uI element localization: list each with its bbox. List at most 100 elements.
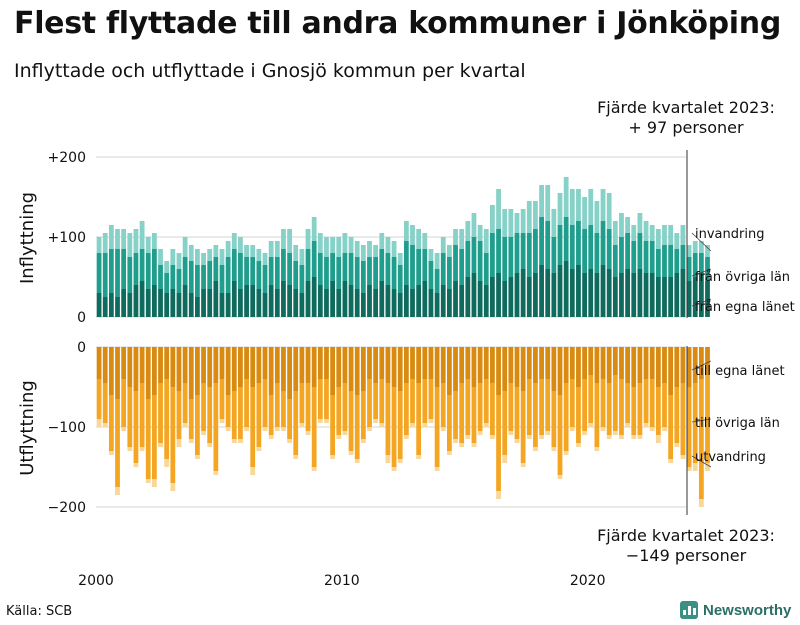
inflow-bar-från-övriga-län	[533, 229, 538, 273]
outflow-bar-utvandring	[459, 443, 465, 447]
inflow-bar-från-övriga-län	[490, 233, 495, 277]
outflow-bar-till-egna-länet	[643, 347, 649, 379]
outflow-bar-till-övriga-län	[446, 395, 452, 451]
outflow-bar-utvandring	[293, 455, 299, 459]
inflow-bar-invandring	[164, 261, 170, 273]
outflow-bar-till-övriga-län	[219, 379, 225, 419]
inflow-bar-från-egna-länet	[127, 293, 133, 317]
inflow-bar-från-egna-länet	[145, 289, 151, 317]
inflow-bar-invandring	[299, 249, 305, 265]
outflow-bar-utvandring	[373, 419, 379, 423]
inflow-bar-från-egna-länet	[576, 265, 581, 317]
inflow-bar-från-egna-länet	[311, 277, 317, 317]
inflow-bar-invandring	[379, 233, 385, 249]
outflow-bar-till-övriga-län	[557, 395, 563, 475]
outflow-bar-till-övriga-län	[244, 379, 249, 427]
inflow-bar-från-övriga-län	[662, 245, 667, 277]
outflow-bar-till-egna-länet	[176, 347, 182, 391]
outflow-bar-till-egna-länet	[324, 347, 329, 379]
outflow-bar-till-egna-länet	[293, 347, 299, 391]
inflow-bar-från-övriga-län	[545, 221, 551, 269]
outflow-bar-till-egna-länet	[490, 347, 495, 383]
outflow-bar-utvandring	[379, 423, 385, 427]
outflow-bar-till-egna-länet	[299, 347, 305, 383]
inflow-bar-från-övriga-län	[606, 229, 612, 269]
outflow-bar-till-övriga-län	[539, 379, 544, 435]
outflow-bar-utvandring	[490, 435, 495, 439]
outflow-bar-till-övriga-län	[348, 391, 354, 451]
inflow-bar-från-egna-länet	[533, 273, 538, 317]
inflow-bar-invandring	[182, 237, 188, 257]
outflow-bar-utvandring	[397, 459, 403, 463]
outflow-series-label: utvandring	[695, 450, 766, 465]
inflow-bar-invandring	[637, 213, 643, 233]
outflow-bar-till-övriga-län	[256, 383, 262, 447]
inflow-bar-från-egna-länet	[133, 285, 139, 317]
inflow-bar-från-övriga-län	[219, 265, 225, 293]
inflow-bar-från-egna-länet	[336, 289, 342, 317]
outflow-bar-utvandring	[588, 423, 594, 427]
brand-logo[interactable]: Newsworthy	[680, 601, 791, 619]
inflow-bar-från-övriga-län	[539, 217, 544, 265]
outflow-bar-till-övriga-län	[416, 383, 422, 455]
inflow-series-label: invandring	[695, 227, 764, 242]
outflow-bar-utvandring	[317, 419, 323, 423]
inflow-bar-från-egna-länet	[692, 277, 698, 317]
outflow-bar-utvandring	[225, 427, 231, 431]
outflow-bar-utvandring	[305, 431, 311, 435]
inflow-bar-invandring	[649, 225, 655, 241]
inflow-bar-från-egna-länet	[354, 289, 360, 317]
outflow-bar-till-egna-länet	[305, 347, 311, 383]
outflow-bar-till-egna-länet	[545, 347, 551, 379]
outflow-bar-till-egna-länet	[195, 347, 200, 395]
inflow-bar-från-egna-länet	[569, 269, 575, 317]
outflow-axis-title: Utflyttning	[17, 380, 38, 476]
outflow-bar-till-övriga-län	[576, 387, 581, 443]
outflow-bar-till-egna-länet	[698, 347, 704, 379]
inflow-bar-från-egna-länet	[342, 281, 348, 317]
inflow-bar-från-övriga-län	[207, 261, 213, 289]
inflow-bar-från-övriga-län	[188, 261, 194, 293]
inflow-bar-invandring	[342, 233, 348, 253]
inflow-bar-från-övriga-län	[367, 257, 372, 285]
inflow-bar-från-egna-länet	[434, 293, 440, 317]
outflow-bar-utvandring	[385, 455, 391, 463]
inflow-bar-från-egna-länet	[594, 273, 600, 317]
outflow-bar-till-egna-länet	[649, 347, 655, 379]
inflow-bar-invandring	[496, 189, 501, 229]
outflow-bar-utvandring	[410, 423, 415, 427]
outflow-bar-till-egna-länet	[182, 347, 188, 383]
inflow-bar-från-övriga-län	[342, 253, 348, 281]
outflow-bar-till-övriga-län	[514, 387, 520, 439]
outflow-bar-till-egna-länet	[96, 347, 102, 379]
inflow-bar-invandring	[293, 245, 299, 261]
inflow-bar-från-övriga-län	[668, 245, 674, 277]
outflow-bar-till-egna-länet	[348, 347, 354, 391]
outflow-bar-till-övriga-län	[502, 391, 508, 455]
outflow-bar-till-övriga-län	[145, 399, 151, 479]
outflow-bar-till-övriga-län	[422, 379, 428, 423]
inflow-bar-invandring	[176, 253, 182, 269]
inflow-bar-från-egna-länet	[188, 293, 194, 317]
inflow-bar-från-övriga-län	[649, 241, 655, 273]
inflow-bar-invandring	[213, 245, 219, 257]
inflow-bar-från-övriga-län	[274, 257, 280, 289]
outflow-bar-till-egna-länet	[151, 347, 157, 395]
outflow-bar-till-egna-länet	[520, 347, 526, 391]
inflow-bar-från-egna-länet	[619, 273, 624, 317]
inflow-bar-från-egna-länet	[330, 281, 336, 317]
outflow-bar-utvandring	[686, 467, 692, 471]
outflow-bar-till-egna-länet	[563, 347, 569, 383]
inflow-bar-från-övriga-län	[115, 249, 120, 297]
inflow-bar-från-övriga-län	[655, 249, 661, 277]
inflow-bar-invandring	[428, 249, 434, 261]
outflow-bar-till-egna-länet	[594, 347, 600, 383]
inflow-bar-från-egna-länet	[391, 289, 397, 317]
x-tick-label: 2020	[570, 573, 606, 589]
outflow-bar-till-övriga-län	[526, 379, 532, 435]
inflow-bar-från-egna-länet	[662, 277, 667, 317]
inflow-bar-från-övriga-län	[348, 253, 354, 285]
inflow-bar-invandring	[367, 241, 372, 257]
inflow-bar-från-egna-länet	[520, 269, 526, 317]
inflow-bar-invandring	[305, 229, 311, 249]
